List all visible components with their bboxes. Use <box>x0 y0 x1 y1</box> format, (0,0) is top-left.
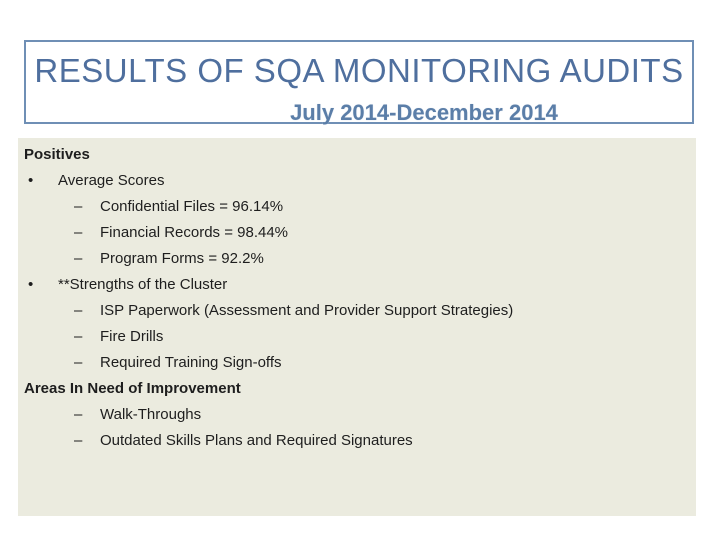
title-box: RESULTS OF SQA MONITORING AUDITS July 20… <box>24 40 694 125</box>
content-panel: Positives • Average Scores – Confidential … <box>18 138 696 516</box>
improvement-heading: Areas In Need of Improvement <box>24 380 241 397</box>
positives-heading: Positives <box>24 146 90 163</box>
slide-subtitle: July 2014-December 2014 <box>290 100 558 125</box>
score-program-forms: Program Forms = 92.2% <box>100 250 264 267</box>
list-item: – ISP Paperwork (Assessment and Provider … <box>24 298 696 324</box>
slide-title: RESULTS OF SQA MONITORING AUDITS <box>34 52 684 89</box>
strength-isp-paperwork: ISP Paperwork (Assessment and Provider S… <box>100 302 514 319</box>
list-item: – Fire Drills <box>24 324 696 350</box>
score-financial-records: Financial Records = 98.44% <box>100 224 289 241</box>
bullet-icon: • <box>28 172 34 189</box>
improvement-walk-throughs: Walk-Throughs <box>100 406 202 423</box>
dash-icon: – <box>74 432 83 449</box>
dash-icon: – <box>74 406 83 423</box>
list-item: – Required Training Sign-offs <box>24 350 696 376</box>
strength-training-signoffs: Required Training Sign-offs <box>100 354 282 371</box>
list-item: – Program Forms = 92.2% <box>24 246 696 272</box>
list-item: • **Strengths of the Cluster <box>24 272 696 298</box>
average-scores-label: Average Scores <box>58 172 165 189</box>
dash-icon: – <box>74 328 83 345</box>
dash-icon: – <box>74 354 83 371</box>
score-confidential-files: Confidential Files = 96.14% <box>100 198 284 215</box>
strengths-label: **Strengths of the Cluster <box>58 276 228 293</box>
dash-icon: – <box>74 224 83 241</box>
list-item: • Average Scores <box>24 168 696 194</box>
dash-icon: – <box>74 198 83 215</box>
list-item: – Walk-Throughs <box>24 402 696 428</box>
list-item: – Financial Records = 98.44% <box>24 220 696 246</box>
list-item: – Confidential Files = 96.14% <box>24 194 696 220</box>
improvement-skills-plans: Outdated Skills Plans and Required Signa… <box>100 432 413 449</box>
strength-fire-drills: Fire Drills <box>100 328 164 345</box>
dash-icon: – <box>74 302 83 319</box>
list-item: – Outdated Skills Plans and Required Sign… <box>24 428 696 454</box>
dash-icon: – <box>74 250 83 267</box>
bullet-icon: • <box>28 276 34 293</box>
